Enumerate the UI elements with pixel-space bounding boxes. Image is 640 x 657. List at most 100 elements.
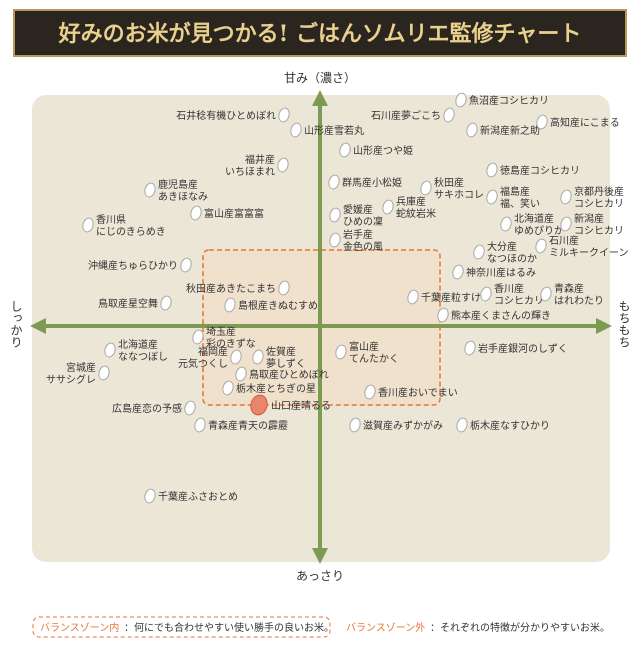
rice-grain: [480, 286, 492, 302]
rice-grain: [452, 264, 464, 280]
rice-grain: [464, 340, 476, 356]
node-label: 秋田産あきたこまち: [186, 282, 276, 295]
rice-grain: [144, 182, 156, 198]
legend-outside-label: バランスゾーン外: [346, 622, 425, 634]
rice-grain: [194, 417, 206, 433]
rice-grain: [382, 199, 394, 215]
label-line: コシヒカリ: [574, 198, 624, 210]
rice-grain: [329, 207, 341, 223]
node-label: 栃木産とちぎの星: [236, 382, 316, 395]
node-label: 大分産なつほのか: [487, 240, 537, 265]
label-line: 富山産: [349, 340, 379, 353]
rice-grain: [328, 174, 340, 190]
rice-grain: [224, 297, 236, 313]
node-label: 山口産晴るる: [271, 399, 331, 412]
label-line: 青森産: [554, 282, 584, 295]
rice-grain: [98, 365, 110, 381]
label-line: てんたかく: [349, 353, 399, 365]
label-line: 栃木産とちぎの星: [236, 382, 316, 395]
node-label: 滋賀産みずかがみ: [363, 419, 443, 432]
label-line: 蛇紋岩米: [396, 207, 436, 220]
label-line: 石川産: [549, 234, 579, 247]
label-line: 新潟産新之助: [480, 124, 540, 137]
node-label: 鹿児島産あきほなみ: [158, 178, 208, 203]
node-label: 愛媛産ひめの凜: [343, 203, 383, 228]
node-label: 栃木産なすひかり: [470, 419, 550, 432]
node-label: 島根産きぬむすめ: [238, 299, 318, 312]
rice-grain: [278, 107, 290, 123]
rice-grain: [473, 244, 485, 260]
label-line: 大分産: [487, 240, 517, 253]
label-line: 福、笑い: [500, 197, 540, 210]
node-label: 北海道産ななつぼし: [118, 338, 168, 363]
label-line: 福島産: [500, 185, 530, 198]
legend-outside-text: ：それぞれの特徴が分かりやすいお米。: [430, 621, 610, 634]
node-label: 石井稔有機ひとめぼれ: [176, 109, 276, 122]
label-line: 北海道産: [514, 212, 554, 225]
node-label: 千葉産粒すけ: [421, 291, 481, 304]
node-label: 山形産つや姫: [353, 144, 413, 157]
axis-bottom: あっさり: [296, 569, 344, 583]
rice-grain: [180, 257, 192, 273]
rice-grain: [560, 189, 572, 205]
node-label: 福島産福、笑い: [500, 185, 540, 210]
label-line: 岩手産銀河のしずく: [478, 342, 568, 355]
label-line: 福井産: [245, 153, 275, 166]
label-line: 佐賀産: [266, 345, 296, 358]
legend-inside-text: ：何にでも合わせやすい使い勝手の良いお米。: [124, 621, 334, 634]
node-label: 京都丹後産コシヒカリ: [574, 185, 624, 210]
node-label: 群馬産小松姫: [342, 176, 402, 189]
rice-grain: [437, 307, 449, 323]
node-label: 魚沼産コシヒカリ: [469, 94, 549, 107]
label-line: 山口産晴るる: [271, 399, 331, 412]
label-line: 島根産きぬむすめ: [238, 299, 318, 312]
label-line: 岩手産: [343, 228, 373, 241]
node-label: 青森産はれわたり: [554, 282, 604, 307]
label-line: 山形産つや姫: [353, 144, 413, 157]
label-line: 山形産雪若丸: [304, 124, 364, 137]
rice-grain: [184, 400, 196, 416]
axis-right: もちもち: [617, 300, 631, 348]
node-label: 香川産おいでまい: [378, 386, 458, 399]
node-label: 徳島産コシヒカリ: [500, 164, 580, 177]
rice-grain: [190, 205, 202, 221]
rice-grain: [540, 286, 552, 302]
label-line: 金色の風: [343, 240, 383, 253]
rice-grain: [222, 380, 234, 396]
node-label: 新潟産新之助: [480, 124, 540, 137]
rice-grain: [278, 280, 290, 296]
label-line: 石井稔有機ひとめぼれ: [176, 109, 276, 122]
label-line: 秋田産あきたこまち: [186, 282, 276, 295]
label-line: コシヒカリ: [494, 295, 544, 307]
label-line: ひめの凜: [343, 215, 383, 228]
rice-grain: [339, 142, 351, 158]
label-line: 兵庫産: [396, 195, 426, 208]
node-label: 石川産ミルキークイーン: [549, 234, 629, 259]
label-line: サキホコレ: [434, 189, 484, 201]
node-label: 岩手産金色の風: [343, 228, 383, 253]
rice-grain: [455, 92, 467, 108]
node-label: 広島産恋の予感: [112, 402, 182, 415]
node-label: 千葉産ふさおとめ: [158, 490, 238, 503]
label-line: 埼玉産: [206, 325, 236, 338]
rice-grain: [407, 289, 419, 305]
label-line: 沖縄産ちゅらひかり: [88, 259, 178, 272]
label-line: 香川産: [494, 282, 524, 295]
rice-grain: [235, 366, 247, 382]
label-line: 香川県: [96, 214, 126, 226]
label-line: 青森産青天の霹靂: [208, 419, 288, 432]
label-line: はれわたり: [554, 295, 604, 307]
rice-grain: [420, 180, 432, 196]
label-line: 宮城産: [66, 361, 96, 374]
axis-left: しっかり: [9, 300, 23, 348]
rice-grain: [252, 349, 264, 365]
rice-grain: [290, 122, 302, 138]
node-label: 沖縄産ちゅらひかり: [88, 259, 178, 272]
label-line: 広島産恋の予感: [112, 402, 182, 415]
label-line: 千葉産粒すけ: [421, 291, 481, 304]
node-label: 山形産雪若丸: [304, 124, 364, 137]
node-label: 埼玉産彩のきずな: [206, 325, 256, 350]
label-line: ゆめぴりか: [514, 225, 564, 237]
label-line: 鳥取産ひとめぼれ: [249, 368, 329, 381]
